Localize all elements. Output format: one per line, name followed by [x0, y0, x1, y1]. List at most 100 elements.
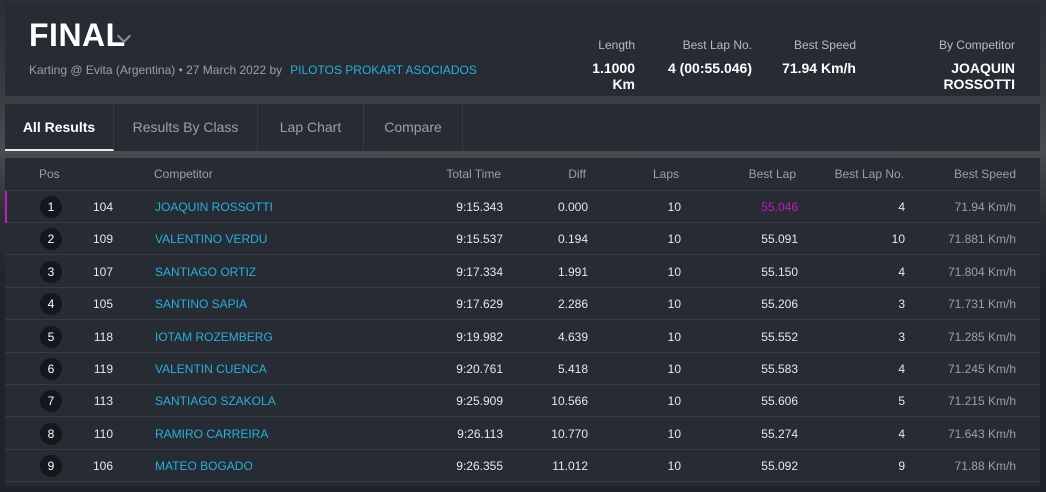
total-time: 9:20.761 — [456, 362, 503, 376]
col-diff[interactable]: Diff — [568, 167, 586, 181]
total-time: 9:19.982 — [456, 329, 503, 344]
competitor-name-link[interactable]: SANTIAGO SZAKOLA — [155, 394, 276, 409]
best-lap-value: 55.274 — [761, 426, 798, 441]
laps-value: 10 — [667, 426, 681, 441]
diff-value: 5.418 — [557, 362, 588, 376]
kart-number: 104 — [92, 200, 113, 214]
session-header: FINAL Karting @ Evita (Argentina) • 27 M… — [5, 3, 1040, 96]
best-lap-value: 55.606 — [761, 394, 798, 409]
best-speed-value: 71.643 Km/h — [947, 426, 1016, 441]
table-header: Pos Competitor Total Time Diff Laps Best… — [5, 158, 1040, 191]
laps-value: 10 — [667, 232, 681, 247]
diff-value: 10.566 — [551, 394, 588, 409]
best-speed-value: 71.94 Km/h — [954, 200, 1016, 214]
competitor-name-link[interactable]: MATEO BOGADO — [155, 459, 253, 474]
diff-value: 2.286 — [557, 297, 588, 312]
position-badge: 6 — [40, 358, 62, 380]
total-time: 9:26.355 — [456, 459, 503, 474]
table-row[interactable]: 5 118 IOTAM ROZEMBERG 9:19.982 4.639 10 55.552… — [5, 321, 1040, 353]
laps-value: 10 — [667, 297, 681, 312]
tab-compare[interactable]: Compare — [364, 104, 463, 151]
kart-number: 105 — [92, 297, 113, 312]
table-row[interactable]: 2 109 VALENTINO VERDU 9:15.537 0.194 10 55.091… — [5, 223, 1040, 256]
stat-best-lap-no: Best Lap No. 4 (00:55.046) — [665, 38, 752, 76]
col-best-lap[interactable]: Best Lap — [748, 167, 796, 181]
best-lap-value: 55.583 — [761, 362, 798, 376]
tab-all-results[interactable]: All Results — [5, 104, 114, 151]
kart-number: 106 — [92, 459, 113, 474]
best-speed-value: 71.245 Km/h — [947, 362, 1016, 376]
best-lap-no-value: 4 — [898, 200, 905, 214]
results-tabs: All Results Results By Class Lap Chart C… — [5, 104, 1040, 151]
best-lap-no-value: 4 — [898, 264, 905, 279]
stat-label: Best Lap No. — [682, 38, 752, 52]
diff-value: 10.770 — [551, 426, 588, 441]
col-best-lap-no[interactable]: Best Lap No. — [834, 167, 904, 181]
total-time: 9:26.113 — [457, 426, 503, 441]
tab-lap-chart[interactable]: Lap Chart — [258, 104, 364, 151]
competitor-name-link[interactable]: VALENTINO VERDU — [155, 232, 268, 247]
position-badge: 8 — [40, 422, 62, 445]
stat-label: By Competitor — [938, 38, 1015, 52]
competitor-name-link[interactable]: SANTINO SAPIA — [155, 297, 248, 312]
diff-value: 4.639 — [557, 329, 588, 344]
position-badge: 5 — [40, 325, 62, 348]
table-row[interactable]: 8 110 RAMIRO CARREIRA 9:26.113 10.770 10 55.27… — [5, 418, 1040, 450]
diff-value: 1.991 — [557, 264, 588, 279]
table-row[interactable]: 7 113 SANTIAGO SZAKOLA 9:25.909 10.566 10 55.6… — [5, 385, 1040, 418]
session-title[interactable]: FINAL — [29, 17, 126, 53]
best-lap-no-value: 4 — [898, 362, 905, 376]
competitor-name-link[interactable]: JOAQUIN ROSSOTTI — [155, 200, 274, 214]
best-lap-no-value: 9 — [898, 459, 905, 474]
total-time: 9:15.537 — [456, 232, 503, 247]
laps-value: 10 — [667, 329, 681, 344]
best-speed-value: 71.285 Km/h — [947, 329, 1016, 344]
best-speed-value: 71.804 Km/h — [947, 264, 1016, 279]
stat-value: JOAQUIN ROSSOTTI — [943, 60, 1015, 92]
total-time: 9:25.909 — [456, 394, 503, 409]
position-badge: 4 — [40, 293, 62, 316]
table-row[interactable]: 4 105 SANTINO SAPIA 9:17.629 2.286 10 55.206 3 7… — [5, 288, 1040, 321]
best-lap-no-value: 3 — [898, 297, 905, 312]
diff-value: 0.000 — [557, 200, 588, 214]
best-speed-value: 71.731 Km/h — [947, 297, 1016, 312]
col-total-time[interactable]: Total Time — [446, 167, 501, 181]
competitor-name-link[interactable]: RAMIRO CARREIRA — [155, 426, 269, 441]
best-speed-value: 71.215 Km/h — [947, 394, 1016, 409]
position-badge: 2 — [40, 228, 62, 251]
kart-number: 113 — [93, 394, 113, 409]
competitor-name-link[interactable]: SANTIAGO ORTIZ — [155, 264, 257, 279]
best-lap-no-value: 10 — [891, 232, 905, 247]
results-table: Pos Competitor Total Time Diff Laps Best… — [5, 158, 1040, 486]
tab-results-by-class[interactable]: Results By Class — [114, 104, 258, 151]
table-row[interactable]: 1 104 JOAQUIN ROSSOTTI 9:15.343 0.000 10 55.04… — [5, 191, 1040, 223]
col-pos[interactable]: Pos — [39, 167, 60, 181]
table-row[interactable]: 6 119 VALENTIN CUENCA 9:20.761 5.418 10 55.583… — [5, 353, 1040, 385]
best-lap-no-value: 3 — [898, 329, 905, 344]
best-lap-value: 55.092 — [761, 459, 798, 474]
table-row[interactable]: 3 107 SANTIAGO ORTIZ 9:17.334 1.991 10 55.150 4… — [5, 256, 1040, 288]
stat-best-speed: Best Speed 71.94 Km/h — [775, 38, 856, 76]
table-row[interactable]: 9 106 MATEO BOGADO 9:26.355 11.012 10 55.092 9 7… — [5, 450, 1040, 483]
laps-value: 10 — [667, 200, 681, 214]
kart-number: 119 — [93, 362, 113, 376]
best-speed-value: 71.88 Km/h — [954, 459, 1016, 474]
position-badge: 9 — [40, 455, 62, 478]
kart-number: 118 — [93, 329, 113, 344]
stat-length: Length 1.1000 Km — [568, 38, 635, 92]
competitor-name-link[interactable]: IOTAM ROZEMBERG — [155, 329, 273, 344]
competitor-name-link[interactable]: VALENTIN CUENCA — [155, 362, 267, 376]
session-subtitle: Karting @ Evita (Argentina) • 27 March 2… — [29, 63, 477, 77]
position-badge: 3 — [40, 260, 62, 283]
col-laps[interactable]: Laps — [652, 167, 679, 181]
diff-value: 11.012 — [552, 459, 588, 474]
organizer-link[interactable]: PILOTOS PROKART ASOCIADOS — [290, 63, 477, 77]
kart-number: 110 — [93, 426, 113, 441]
col-competitor[interactable]: Competitor — [154, 167, 213, 181]
best-lap-value: 55.046 — [761, 200, 798, 214]
session-info: Karting @ Evita (Argentina) • 27 March 2… — [29, 63, 283, 77]
laps-value: 10 — [667, 362, 681, 376]
diff-value: 0.194 — [557, 232, 588, 247]
laps-value: 10 — [667, 394, 681, 409]
col-best-speed[interactable]: Best Speed — [953, 167, 1016, 181]
